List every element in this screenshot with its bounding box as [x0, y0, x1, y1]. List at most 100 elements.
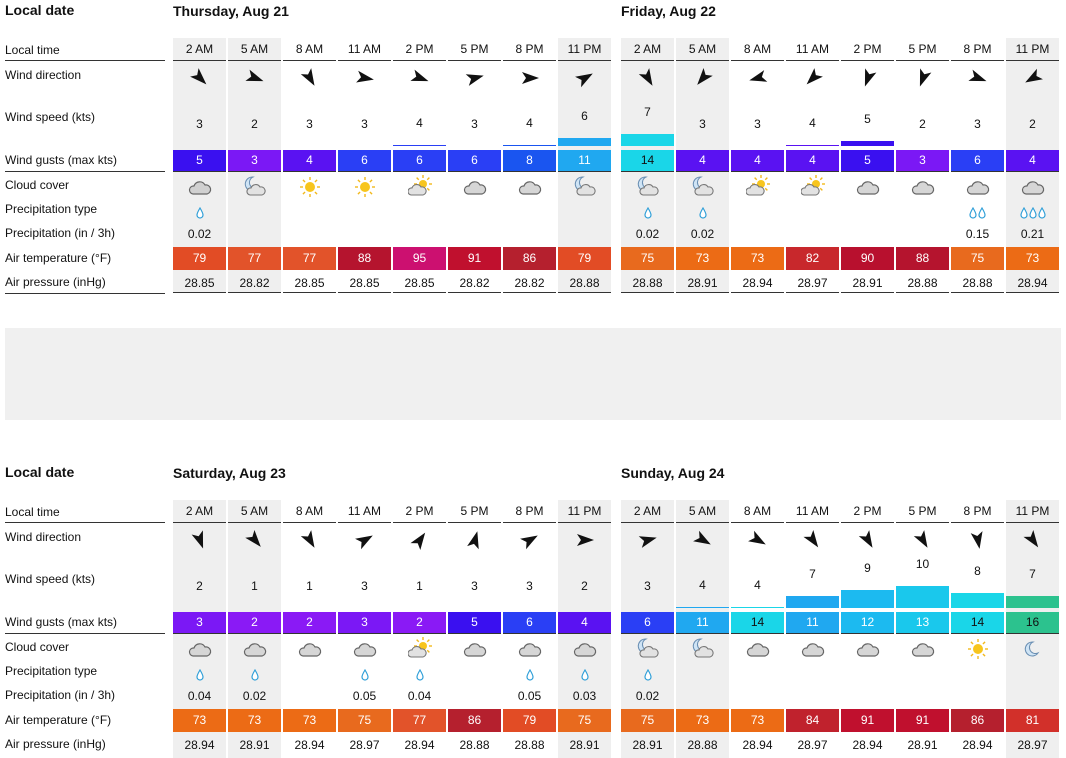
wind-direction-arrow-icon [503, 64, 556, 92]
forecast-column: 2 AM 3 6 0.02 75 28.91 [621, 500, 674, 758]
air-temperature-value: 79 [173, 247, 226, 270]
air-temperature-value: 91 [896, 709, 949, 732]
air-pressure-value: 28.94 [962, 738, 993, 752]
local-time: 2 PM [393, 500, 446, 523]
wind-speed-bar [731, 606, 784, 608]
wind-gust-value: 4 [1006, 150, 1059, 172]
local-time: 8 PM [503, 500, 556, 523]
precipitation-amount: 0.02 [187, 227, 212, 241]
wind-direction-arrow-icon [338, 64, 391, 92]
air-pressure-value: 28.91 [632, 738, 663, 752]
divider [5, 60, 165, 61]
wind-speed-value: 4 [416, 115, 423, 130]
wind-gust-value: 13 [896, 612, 949, 634]
air-pressure-value: 28.88 [621, 274, 674, 293]
wind-direction-arrow-icon [558, 64, 611, 92]
label-local-time: Local time [5, 505, 60, 519]
precip-empty [786, 665, 839, 685]
wind-speed-value: 9 [864, 560, 871, 575]
air-pressure-value: 28.94 [294, 738, 325, 752]
wind-gust-value: 6 [503, 612, 556, 634]
label-local-time: Local time [5, 43, 60, 57]
air-pressure-value: 28.94 [404, 738, 435, 752]
wind-speed-value: 3 [974, 117, 981, 131]
wind-gust-value: 12 [841, 612, 894, 634]
wind-speed-value: 4 [754, 577, 761, 592]
wind-gust-value: 11 [676, 612, 729, 634]
wind-speed-value: 7 [809, 567, 816, 582]
wind-speed-bar [896, 586, 949, 608]
air-temperature-value: 86 [448, 709, 501, 732]
wind-gust-value: 2 [228, 612, 281, 634]
wind-gust-value: 14 [731, 612, 784, 634]
rain-drop-icon [173, 665, 226, 685]
wind-gust-value: 14 [621, 150, 674, 172]
air-pressure-value: 28.88 [459, 738, 490, 752]
wind-direction-arrow-icon [228, 64, 281, 92]
forecast-column: 5 AM 3 4 0.02 73 28.91 [676, 38, 729, 293]
air-temperature-value: 75 [621, 709, 674, 732]
day-title: Sunday, Aug 24 [621, 465, 725, 481]
wind-gust-value: 3 [338, 612, 391, 634]
sun-cloud-icon [393, 637, 446, 661]
wind-speed-value: 3 [471, 117, 478, 131]
wind-direction-arrow-icon [393, 526, 446, 554]
forecast-column: 11 PM 2 4 0.03 75 28.91 [558, 500, 611, 758]
air-temperature-value: 79 [503, 709, 556, 732]
local-time: 5 AM [676, 38, 729, 61]
wind-gust-value: 3 [228, 150, 281, 172]
local-time: 11 PM [558, 500, 611, 523]
wind-speed-bar [841, 141, 894, 146]
wind-gust-value: 4 [731, 150, 784, 172]
wind-gust-value: 5 [841, 150, 894, 172]
local-time: 11 AM [786, 500, 839, 523]
local-time: 2 AM [173, 38, 226, 61]
wind-speed-value: 3 [644, 579, 651, 593]
air-temperature-value: 73 [228, 709, 281, 732]
wind-speed-value: 2 [919, 117, 926, 131]
wind-gust-value: 5 [448, 612, 501, 634]
forecast-column: 8 PM 8 14 86 28.94 [951, 500, 1004, 758]
moon-cloud-icon [676, 175, 729, 199]
wind-speed-value: 6 [581, 108, 588, 123]
wind-direction-arrow-icon [558, 526, 611, 554]
wind-speed-value: 4 [809, 115, 816, 130]
wind-direction-arrow-icon [173, 526, 226, 554]
wind-gust-value: 8 [503, 150, 556, 172]
air-pressure-value: 28.97 [349, 738, 380, 752]
label-wind-speed: Wind speed (kts) [5, 572, 96, 586]
wind-gust-value: 5 [173, 150, 226, 172]
cloud-icon [283, 637, 336, 661]
rain-drop-icon [1006, 203, 1059, 223]
label-cloud-cover: Cloud cover [5, 178, 70, 192]
local-time: 2 PM [841, 500, 894, 523]
air-temperature-value: 88 [338, 247, 391, 270]
air-pressure-value: 28.91 [569, 738, 600, 752]
wind-direction-arrow-icon [951, 526, 1004, 554]
sun-icon [283, 175, 336, 199]
wind-speed-value: 1 [251, 579, 258, 593]
air-temperature-value: 73 [731, 709, 784, 732]
rain-drop-icon [621, 203, 674, 223]
local-time: 5 AM [676, 500, 729, 523]
local-time: 8 PM [503, 38, 556, 61]
wind-speed-bar [621, 134, 674, 146]
wind-speed-value: 3 [196, 117, 203, 131]
wind-speed-value: 3 [526, 579, 533, 593]
air-temperature-value: 73 [1006, 247, 1059, 270]
air-pressure-value: 28.97 [797, 738, 828, 752]
forecast-column: 2 AM 3 5 0.02 79 28.85 [173, 38, 226, 293]
wind-speed-value: 3 [471, 579, 478, 593]
wind-speed-value: 1 [306, 579, 313, 593]
divider [5, 171, 165, 172]
divider [5, 633, 165, 634]
air-temperature-value: 73 [731, 247, 784, 270]
wind-speed-value: 4 [699, 577, 706, 592]
wind-speed-value: 4 [526, 115, 533, 130]
cloud-icon [173, 637, 226, 661]
precipitation-amount: 0.02 [635, 227, 660, 241]
forecast-column: 11 AM 3 3 0.05 75 28.97 [338, 500, 391, 758]
day-title: Saturday, Aug 23 [173, 465, 286, 481]
local-time: 5 AM [228, 38, 281, 61]
air-pressure-value: 28.94 [852, 738, 883, 752]
